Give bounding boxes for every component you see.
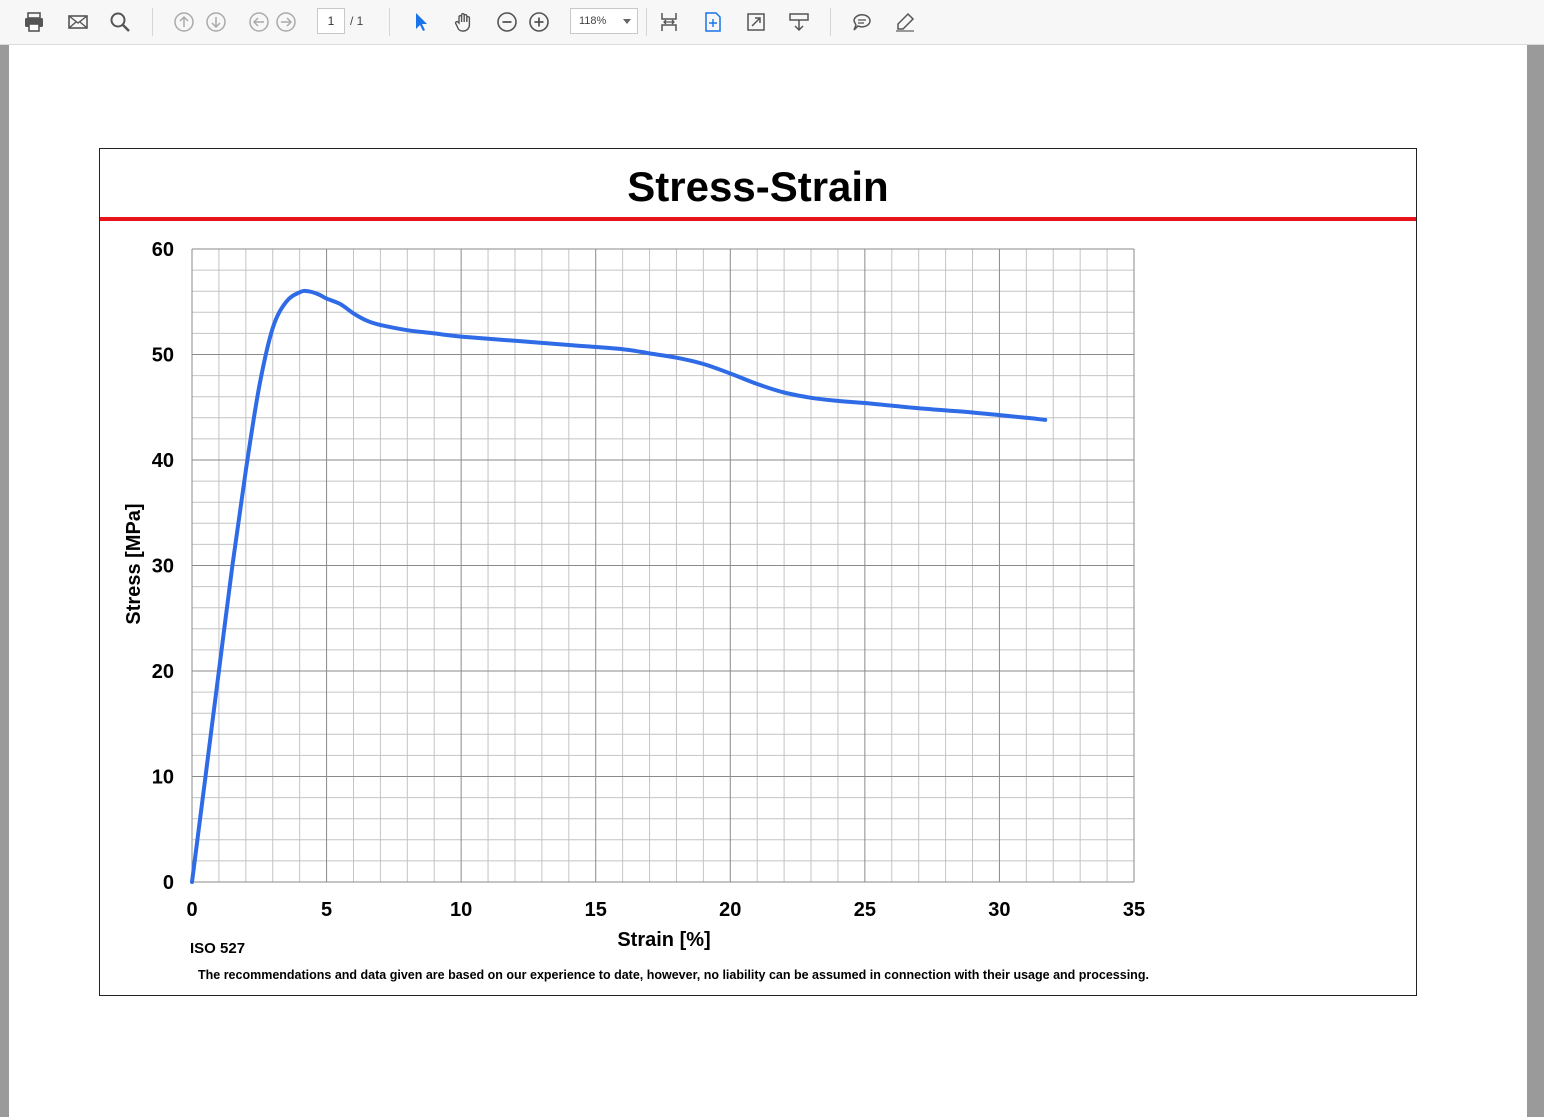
zoom-dropdown[interactable]: 118%	[570, 8, 638, 34]
comment-icon[interactable]	[846, 6, 878, 38]
x-tick-label: 20	[719, 899, 741, 921]
hand-tool-icon[interactable]	[448, 6, 480, 38]
back-icon[interactable]	[243, 6, 275, 38]
y-tick-label: 60	[152, 239, 174, 261]
x-tick-label: 5	[321, 899, 332, 921]
zoom-out-icon[interactable]	[491, 6, 523, 38]
email-icon[interactable]	[62, 6, 94, 38]
forward-icon[interactable]	[270, 6, 302, 38]
highlight-icon[interactable]	[889, 6, 921, 38]
chevron-down-icon	[623, 19, 631, 24]
x-tick-labels: 0 5 10 15 20 25 30 35	[186, 899, 1145, 921]
previous-page-icon[interactable]	[168, 6, 200, 38]
y-tick-label: 50	[152, 345, 174, 367]
print-icon[interactable]	[18, 6, 50, 38]
x-tick-label: 10	[450, 899, 472, 921]
title-rule	[100, 217, 1416, 221]
fit-width-icon[interactable]	[653, 6, 685, 38]
viewer-left-gutter	[0, 45, 9, 1117]
x-tick-label: 0	[186, 899, 197, 921]
x-tick-label: 25	[854, 899, 876, 921]
page-number-input[interactable]	[317, 8, 345, 34]
fit-page-icon[interactable]	[697, 6, 729, 38]
series-line	[190, 288, 1048, 884]
x-tick-label: 15	[585, 899, 607, 921]
major-gridlines	[191, 248, 1135, 883]
read-mode-icon[interactable]	[783, 6, 815, 38]
next-page-icon[interactable]	[200, 6, 232, 38]
standard-note: ISO 527	[190, 940, 246, 957]
disclaimer-text: The recommendations and data given are b…	[198, 968, 1149, 982]
viewer-scrollbar[interactable]	[1527, 45, 1544, 1117]
x-tick-label: 35	[1123, 899, 1145, 921]
chart-title: Stress-Strain	[627, 163, 889, 210]
search-icon[interactable]	[104, 6, 136, 38]
y-axis-label: Stress [MPa]	[123, 503, 145, 624]
page-total: / 1	[350, 14, 364, 28]
y-tick-label: 20	[152, 661, 174, 683]
y-tick-label: 0	[163, 872, 174, 894]
pdf-toolbar: / 1 118%	[0, 0, 1544, 45]
y-tick-label: 10	[152, 767, 174, 789]
zoom-value: 118%	[579, 15, 607, 27]
zoom-in-icon[interactable]	[523, 6, 555, 38]
y-tick-label: 40	[152, 450, 174, 472]
chart-frame: Stress-Strain	[99, 148, 1417, 996]
y-tick-labels: 0 10 20 30 40 50 60	[152, 239, 174, 894]
select-tool-icon[interactable]	[405, 6, 437, 38]
x-axis-label: Strain [%]	[617, 929, 710, 951]
pdf-page	[9, 45, 1527, 1117]
full-screen-icon[interactable]	[740, 6, 772, 38]
x-tick-label: 30	[988, 899, 1010, 921]
y-tick-label: 30	[152, 556, 174, 578]
